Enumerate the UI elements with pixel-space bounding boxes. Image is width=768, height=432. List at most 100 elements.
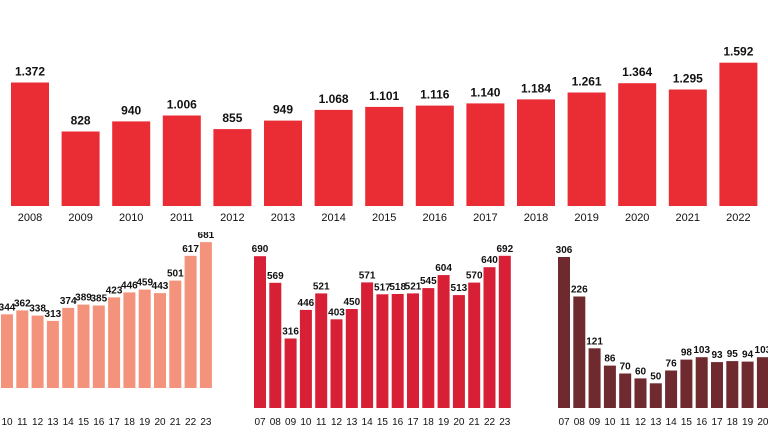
bar-15 [680, 359, 693, 408]
tick-label-2022: 2022 [726, 212, 750, 224]
tick-label-11: 11 [316, 417, 327, 428]
bar-18 [123, 292, 136, 388]
bar-2016 [415, 105, 454, 206]
value-label-18: 446 [121, 280, 138, 291]
bar-16 [92, 305, 105, 388]
bar-2010 [112, 121, 151, 206]
tick-label-11: 11 [17, 417, 28, 428]
bar-2009 [61, 131, 100, 206]
value-label-20: 103 [755, 345, 768, 356]
bar-18 [422, 288, 435, 408]
value-label-17: 93 [711, 350, 723, 361]
bar-16 [695, 357, 708, 408]
tick-label-2014: 2014 [321, 212, 345, 224]
annual-totals-bar-chart: 1.372 2008 828 2009 940 2010 1.006 2011 855 2012 9… [11, 45, 758, 224]
value-label-2018: 1.184 [521, 81, 551, 95]
bar-09 [588, 348, 601, 408]
tick-label-14: 14 [362, 417, 374, 428]
tick-label-2008: 2008 [18, 212, 42, 224]
value-label-21: 570 [466, 271, 483, 282]
bar-08 [269, 282, 282, 408]
bar-17 [108, 297, 121, 388]
bar-22 [483, 267, 496, 408]
bar-12 [31, 315, 44, 388]
tick-label-18: 18 [124, 417, 136, 428]
bar-2013 [264, 120, 302, 206]
bar-11 [315, 293, 328, 408]
tick-label-16: 16 [93, 417, 105, 428]
bar-19 [741, 361, 754, 408]
tick-label-2018: 2018 [524, 212, 548, 224]
tick-label-10: 10 [1, 417, 13, 428]
value-label-16: 385 [90, 294, 107, 305]
tick-label-13: 13 [346, 417, 358, 428]
value-label-22: 617 [182, 244, 199, 255]
bar-15 [376, 294, 389, 408]
tick-label-2017: 2017 [473, 212, 497, 224]
bar-09 [284, 338, 297, 408]
value-label-13: 313 [45, 309, 62, 320]
value-label-2014: 1.068 [319, 92, 349, 106]
value-label-12: 60 [635, 366, 647, 377]
bar-20 [756, 357, 768, 408]
bar-2020 [618, 83, 657, 206]
bar-13 [46, 320, 59, 388]
tick-label-08: 08 [270, 417, 282, 428]
tick-label-16: 16 [392, 417, 404, 428]
bar-14 [361, 282, 374, 408]
value-label-10: 86 [604, 354, 616, 365]
tick-label-11: 11 [620, 417, 631, 428]
tick-label-21: 21 [170, 417, 182, 428]
bar-19 [138, 289, 151, 388]
value-label-07: 306 [556, 245, 573, 256]
value-label-23: 681 [198, 232, 215, 241]
tick-label-12: 12 [635, 417, 647, 428]
tick-label-22: 22 [484, 417, 496, 428]
value-label-20: 513 [451, 283, 468, 294]
value-label-13: 50 [650, 371, 662, 382]
tick-label-2015: 2015 [372, 212, 396, 224]
value-label-11: 70 [620, 362, 632, 373]
value-label-23: 692 [496, 244, 513, 255]
tick-label-20: 20 [154, 417, 166, 428]
value-label-14: 374 [60, 296, 77, 307]
tick-label-14: 14 [63, 417, 75, 428]
bar-07 [558, 257, 570, 408]
bar-2022 [719, 62, 758, 207]
bar-20 [154, 293, 166, 388]
right-small-bar-chart: 3060722608121098610701160125013761498151… [556, 245, 768, 428]
tick-label-17: 17 [711, 417, 723, 428]
tick-label-13: 13 [650, 417, 662, 428]
value-label-21: 501 [167, 269, 184, 280]
bar-11 [619, 373, 632, 408]
value-label-16: 103 [693, 345, 710, 356]
tick-label-2020: 2020 [625, 212, 649, 224]
bar-12 [634, 378, 647, 408]
bar-14 [62, 307, 75, 388]
tick-label-13: 13 [47, 417, 59, 428]
value-label-17: 521 [405, 281, 422, 292]
value-label-2020: 1.364 [622, 65, 652, 79]
value-label-2022: 1.592 [723, 45, 753, 59]
bar-2012 [213, 129, 252, 207]
bar-23 [498, 255, 511, 408]
value-label-10: 344 [0, 302, 16, 313]
tick-label-2013: 2013 [271, 212, 295, 224]
tick-label-10: 10 [604, 417, 616, 428]
bar-2011 [162, 115, 201, 206]
bar-10 [299, 309, 312, 408]
bar-08 [573, 296, 586, 408]
tick-label-20: 20 [453, 417, 465, 428]
bar-15 [77, 304, 90, 388]
bar-17 [407, 293, 419, 408]
value-label-13: 450 [343, 297, 360, 308]
value-label-2010: 940 [121, 103, 141, 117]
tick-label-17: 17 [407, 417, 419, 428]
value-label-22: 640 [481, 255, 498, 266]
tick-label-19: 19 [742, 417, 754, 428]
value-label-2017: 1.140 [470, 85, 500, 99]
bar-21 [169, 280, 182, 388]
tick-label-12: 12 [32, 417, 44, 428]
tick-label-08: 08 [574, 417, 586, 428]
